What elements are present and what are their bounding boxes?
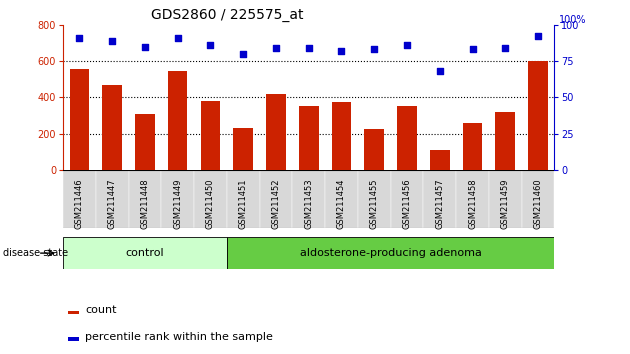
Bar <box>63 170 96 228</box>
Bar <box>233 128 253 170</box>
Point <box>238 51 248 57</box>
Text: 100%: 100% <box>559 15 586 25</box>
Bar <box>391 170 423 228</box>
Bar <box>462 123 483 170</box>
Point <box>140 44 150 49</box>
Bar <box>423 170 456 228</box>
Point <box>369 47 379 52</box>
Bar <box>135 114 155 170</box>
Text: disease state: disease state <box>3 248 68 258</box>
Bar <box>430 150 450 170</box>
Bar <box>528 61 548 170</box>
Point <box>336 48 346 54</box>
Text: GSM211455: GSM211455 <box>370 179 379 229</box>
Point <box>74 35 84 41</box>
Bar <box>292 170 325 228</box>
Bar <box>68 310 79 314</box>
Bar <box>96 170 129 228</box>
Bar <box>200 101 220 170</box>
Bar <box>522 170 554 228</box>
Bar <box>69 69 89 170</box>
Text: GSM211452: GSM211452 <box>272 179 280 229</box>
Text: percentile rank within the sample: percentile rank within the sample <box>85 332 273 342</box>
Point <box>271 45 281 51</box>
Text: GSM211450: GSM211450 <box>206 179 215 229</box>
Text: GSM211451: GSM211451 <box>239 179 248 229</box>
Bar <box>227 170 260 228</box>
Text: GSM211458: GSM211458 <box>468 179 477 229</box>
Text: GSM211446: GSM211446 <box>75 179 84 229</box>
Text: GSM211459: GSM211459 <box>501 179 510 229</box>
Bar <box>495 112 515 170</box>
Point <box>533 34 543 39</box>
Text: GSM211456: GSM211456 <box>403 179 411 229</box>
Text: GSM211453: GSM211453 <box>304 179 313 229</box>
Point <box>205 42 215 48</box>
Point <box>304 45 314 51</box>
Bar <box>331 102 352 170</box>
Bar <box>161 170 194 228</box>
Bar <box>358 170 391 228</box>
Bar <box>260 170 292 228</box>
Bar <box>227 237 554 269</box>
Text: GSM211460: GSM211460 <box>534 179 542 229</box>
Bar <box>168 71 188 170</box>
Bar <box>102 85 122 170</box>
Bar <box>299 107 319 170</box>
Text: GSM211449: GSM211449 <box>173 179 182 229</box>
Text: GSM211448: GSM211448 <box>140 179 149 229</box>
Bar <box>397 107 417 170</box>
Point <box>107 38 117 44</box>
Text: aldosterone-producing adenoma: aldosterone-producing adenoma <box>300 248 481 258</box>
Bar <box>129 170 161 228</box>
Bar <box>325 170 358 228</box>
Bar <box>489 170 522 228</box>
Point <box>435 68 445 74</box>
Point <box>500 45 510 51</box>
Text: GSM211454: GSM211454 <box>337 179 346 229</box>
Bar <box>63 237 227 269</box>
Bar <box>456 170 489 228</box>
Text: GSM211447: GSM211447 <box>108 179 117 229</box>
Bar <box>68 337 79 341</box>
Point <box>467 47 478 52</box>
Text: GSM211457: GSM211457 <box>435 179 444 229</box>
Point <box>173 35 183 41</box>
Text: GDS2860 / 225575_at: GDS2860 / 225575_at <box>151 8 304 22</box>
Bar <box>194 170 227 228</box>
Text: control: control <box>125 248 164 258</box>
Text: count: count <box>85 305 117 315</box>
Bar <box>266 94 286 170</box>
Point <box>402 42 412 48</box>
Bar <box>364 129 384 170</box>
